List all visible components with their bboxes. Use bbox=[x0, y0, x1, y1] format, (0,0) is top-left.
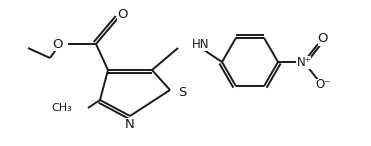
Text: O: O bbox=[318, 33, 328, 46]
Text: CH₃: CH₃ bbox=[51, 103, 72, 113]
Text: O: O bbox=[117, 7, 127, 20]
Text: O⁻: O⁻ bbox=[315, 79, 331, 92]
Text: HN: HN bbox=[192, 38, 210, 51]
Text: N⁺: N⁺ bbox=[296, 55, 311, 68]
Text: O: O bbox=[53, 38, 63, 51]
Text: S: S bbox=[178, 86, 186, 99]
Text: N: N bbox=[125, 118, 135, 131]
